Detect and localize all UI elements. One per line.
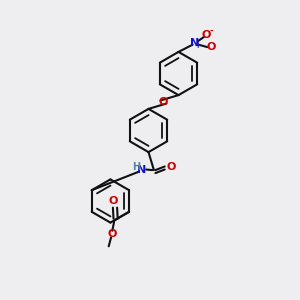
Text: O: O: [107, 229, 116, 239]
Text: O: O: [167, 161, 176, 172]
Text: N: N: [190, 38, 200, 49]
Text: -: -: [210, 27, 214, 36]
Text: N: N: [137, 164, 146, 175]
Text: +: +: [194, 41, 200, 50]
Text: H: H: [132, 161, 140, 172]
Text: O: O: [109, 196, 118, 206]
Text: O: O: [207, 42, 216, 52]
Text: O: O: [159, 97, 168, 107]
Text: O: O: [202, 30, 211, 40]
